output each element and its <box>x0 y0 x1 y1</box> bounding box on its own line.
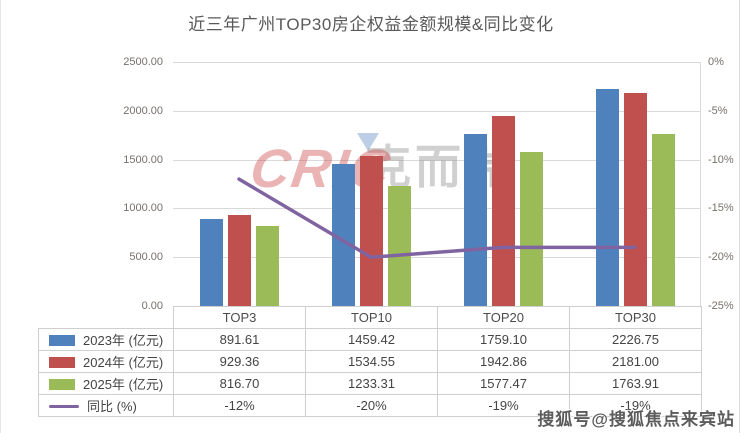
y-axis-left-tick: 0.00 <box>141 300 163 312</box>
y-axis-right-tick: 0% <box>708 56 724 68</box>
gridline <box>173 110 700 112</box>
y-axis-left-tick: 500.00 <box>129 251 163 264</box>
series-legend-cell: 2023年 (亿元) <box>38 328 174 351</box>
category-header-top10: TOP10 <box>305 306 438 329</box>
value-cell-top10: 1459.42 <box>305 328 438 351</box>
table-row: 2023年 (亿元) 891.61 1459.42 1759.10 2226.75 <box>38 328 702 351</box>
y-axis-right-tick: -25% <box>708 300 734 312</box>
series-name: 2023年 (亿元) <box>83 333 164 348</box>
bar-2024年-TOP10 <box>359 156 383 306</box>
legend-line-swatch-icon <box>49 405 79 408</box>
legend-bar-swatch-icon <box>49 379 75 390</box>
bar-2023年-TOP20 <box>463 134 487 306</box>
value-cell-top20: 1759.10 <box>437 328 570 351</box>
category-header-top30: TOP30 <box>569 306 702 329</box>
legend-bar-swatch-icon <box>49 357 75 368</box>
gridline <box>173 159 700 161</box>
yoy-line <box>237 177 637 259</box>
y-axis-right-tick: -5% <box>708 104 728 117</box>
series-name: 2025年 (亿元) <box>83 377 164 392</box>
legend-bar-swatch-icon <box>49 335 75 346</box>
category-header-top3: TOP3 <box>173 306 306 329</box>
gridline <box>173 62 700 63</box>
value-cell-top3: 816.70 <box>173 372 306 395</box>
y-axis-right-tick: -10% <box>708 153 734 166</box>
value-cell-top30: -19% <box>569 394 702 417</box>
bar-2024年-TOP20 <box>491 116 515 306</box>
value-cell-top10: 1534.55 <box>305 350 438 373</box>
series-legend-cell: 2024年 (亿元) <box>38 350 174 373</box>
value-cell-top20: -19% <box>437 394 570 417</box>
value-cell-top10: -20% <box>305 394 438 417</box>
y-axis-left-tick: 2000.00 <box>123 104 163 117</box>
value-cell-top3: 891.61 <box>173 328 306 351</box>
y-axis-left-tick: 1000.00 <box>123 202 163 215</box>
bar-2023年-TOP3 <box>199 218 223 306</box>
table-row: 2024年 (亿元) 929.36 1534.55 1942.86 2181.00 <box>38 350 702 373</box>
value-cell-top3: 929.36 <box>173 350 306 373</box>
bar-2024年-TOP3 <box>227 215 251 306</box>
y-axis-right-tick: -15% <box>708 202 734 215</box>
yoy-line-chart <box>237 177 637 259</box>
y-axis-left-tick: 2500.00 <box>123 56 163 68</box>
value-cell-top30: 2226.75 <box>569 328 702 351</box>
bar-2025年-TOP20 <box>519 152 543 306</box>
series-legend-cell: 同比 (%) <box>38 394 174 417</box>
value-cell-top10: 1233.31 <box>305 372 438 395</box>
value-cell-top30: 1763.91 <box>569 372 702 395</box>
value-cell-top30: 2181.00 <box>569 350 702 373</box>
bar-2025年-TOP10 <box>387 185 411 306</box>
y-axis-left-tick: 1500.00 <box>123 153 163 166</box>
sohu-watermark: 搜狐号@搜狐焦点来宾站 <box>537 410 735 429</box>
plot-area: CRIC克而瑞 <box>173 62 701 306</box>
bar-2023年-TOP10 <box>331 163 355 306</box>
value-cell-top20: 1577.47 <box>437 372 570 395</box>
bar-2025年-TOP30 <box>651 133 675 306</box>
table-row: 2025年 (亿元) 816.70 1233.31 1577.47 1763.91 <box>38 372 702 395</box>
value-cell-top3: -12% <box>173 394 306 417</box>
category-header-top20: TOP20 <box>437 306 570 329</box>
category-header-row: TOP3 TOP10 TOP20 TOP30 <box>39 306 702 329</box>
bar-2025年-TOP3 <box>255 226 279 306</box>
gridline <box>173 257 700 259</box>
y-axis-right-tick: -20% <box>708 251 734 264</box>
series-name: 同比 (%) <box>87 399 137 414</box>
table-row: 同比 (%) -12% -20% -19% -19% <box>38 394 702 417</box>
series-legend-cell: 2025年 (亿元) <box>38 372 174 395</box>
gridline <box>173 208 700 210</box>
data-table-body: 2023年 (亿元) 891.61 1459.42 1759.10 2226.75 202… <box>38 328 702 417</box>
chart-title: 近三年广州TOP30房企权益金额规模&同比变化 <box>188 15 554 34</box>
series-name: 2024年 (亿元) <box>83 355 164 370</box>
data-table-head: TOP3 TOP10 TOP20 TOP30 <box>39 306 702 329</box>
data-table: TOP3 TOP10 TOP20 TOP30 2023年 (亿元) 891.61 1459… <box>38 306 702 417</box>
table-corner-cell <box>39 307 174 329</box>
bar-2024年-TOP30 <box>623 93 647 306</box>
bar-2023年-TOP30 <box>595 88 619 306</box>
value-cell-top20: 1942.86 <box>437 350 570 373</box>
